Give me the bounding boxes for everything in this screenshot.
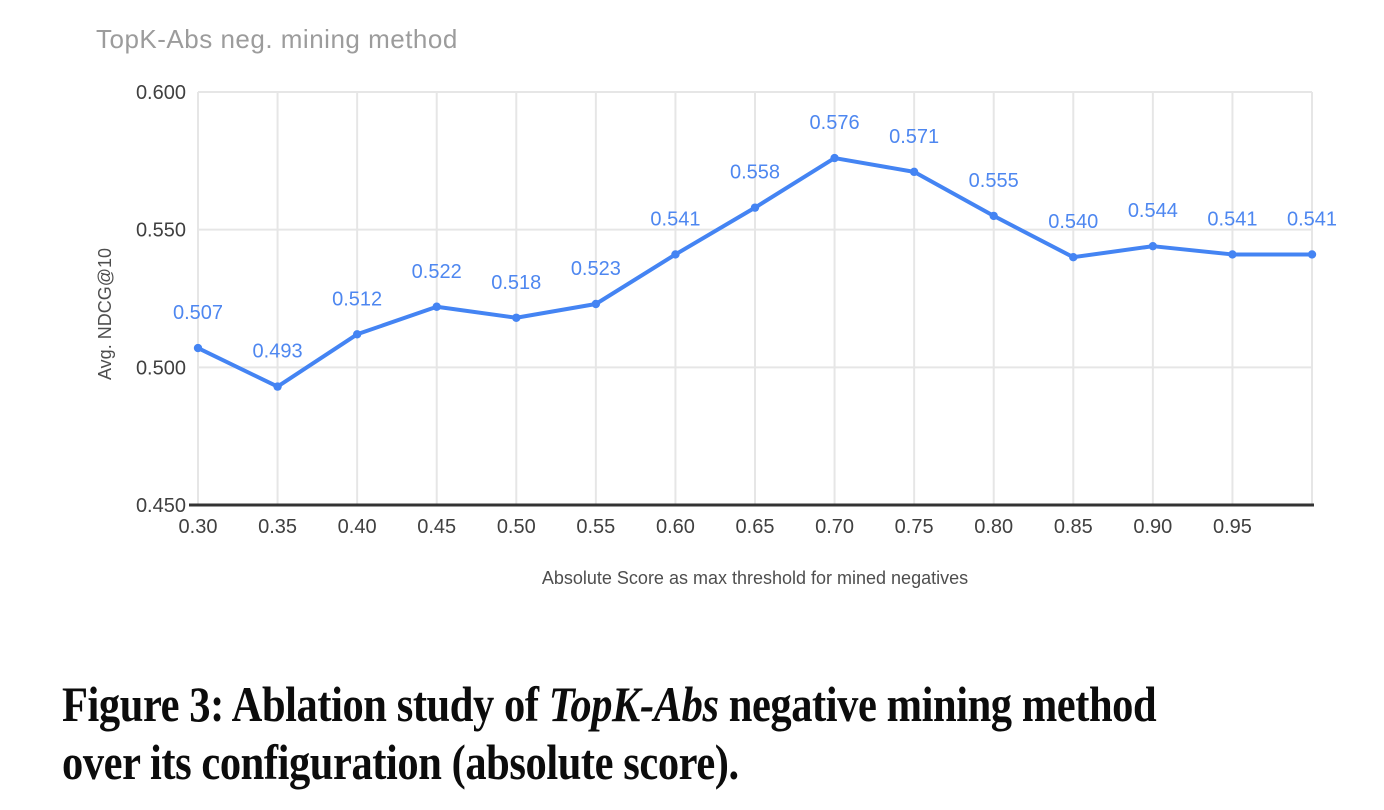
y-tick-label: 0.450 [136,495,186,517]
x-tick-label: 0.95 [1213,516,1252,538]
y-tick-label: 0.550 [136,220,186,242]
data-point [1148,241,1158,251]
y-tick-label: 0.500 [136,357,186,379]
caption-text: negative mining method [718,676,1157,732]
y-tick-label: 0.600 [136,82,186,104]
data-point [1228,250,1237,259]
data-point [671,250,680,259]
chart-title: TopK-Abs neg. mining method [96,24,458,54]
x-tick-label: 0.50 [497,516,536,538]
v-gridlines [197,92,1313,505]
data-point [1069,253,1078,262]
data-point [1307,250,1317,259]
line-chart-figure: TopK-Abs neg. mining method Avg. NDCG@10… [95,24,1337,588]
x-tick-labels: 0.30 0.35 0.40 0.45 0.50 0.55 0.60 0.65 0.70 0.75… [179,516,1252,538]
data-point-label: 0.493 [253,341,303,363]
data-points [193,153,1317,391]
data-point [193,343,203,353]
data-point-label: 0.544 [1128,200,1178,222]
data-point [830,153,839,163]
data-point-label: 0.555 [969,170,1019,192]
x-tick-label: 0.55 [576,516,615,538]
data-point [512,313,521,322]
figure-caption: Figure 3: Ablation study of TopK-Abs neg… [62,675,1384,791]
data-point-label: 0.541 [1207,208,1257,230]
x-tick-label: 0.45 [417,516,456,538]
caption-text: Figure 3: Ablation study of [62,676,549,732]
data-point-label: 0.558 [730,162,780,184]
data-point-label: 0.571 [889,126,939,148]
data-point-label: 0.518 [491,272,541,294]
x-tick-label: 0.65 [736,516,775,538]
data-point [591,299,601,309]
caption-line-2: over its configuration (absolute score). [62,734,739,790]
x-tick-label: 0.35 [258,516,297,538]
data-point-label: 0.523 [571,258,621,280]
x-tick-label: 0.90 [1133,516,1172,538]
data-point [909,167,919,177]
x-tick-label: 0.80 [974,516,1013,538]
x-tick-label: 0.30 [179,516,218,538]
x-tick-label: 0.85 [1054,516,1093,538]
y-tick-labels: 0.450 0.500 0.550 0.600 [136,82,186,517]
x-axis-title: Absolute Score as max threshold for mine… [541,568,969,588]
x-tick-label: 0.60 [656,516,695,538]
data-point-label: 0.576 [810,112,860,134]
data-point [432,302,441,311]
data-point [989,211,998,221]
caption-italic-term: TopK-Abs [548,676,719,732]
data-point-label: 0.507 [173,302,223,324]
data-point-label: 0.522 [412,261,462,283]
plot-area: 0.450 0.500 0.550 0.600 0.30 0.35 0.40 0.45 0.50… [136,82,1337,538]
data-point-labels: 0.507 0.493 0.512 0.522 0.518 0.523 0.541 0.558… [173,112,1337,363]
data-point-label: 0.541 [650,208,700,230]
data-point [352,330,362,339]
x-tick-label: 0.75 [895,516,934,538]
data-point-label: 0.540 [1048,211,1098,233]
x-tick-label: 0.40 [338,516,377,538]
caption-line-1: Figure 3: Ablation study of TopK-Abs neg… [62,675,1384,733]
data-point [273,382,282,391]
data-point-label: 0.541 [1287,208,1337,230]
data-point-label: 0.512 [332,288,382,310]
data-point [750,203,760,212]
x-tick-label: 0.70 [815,516,854,538]
